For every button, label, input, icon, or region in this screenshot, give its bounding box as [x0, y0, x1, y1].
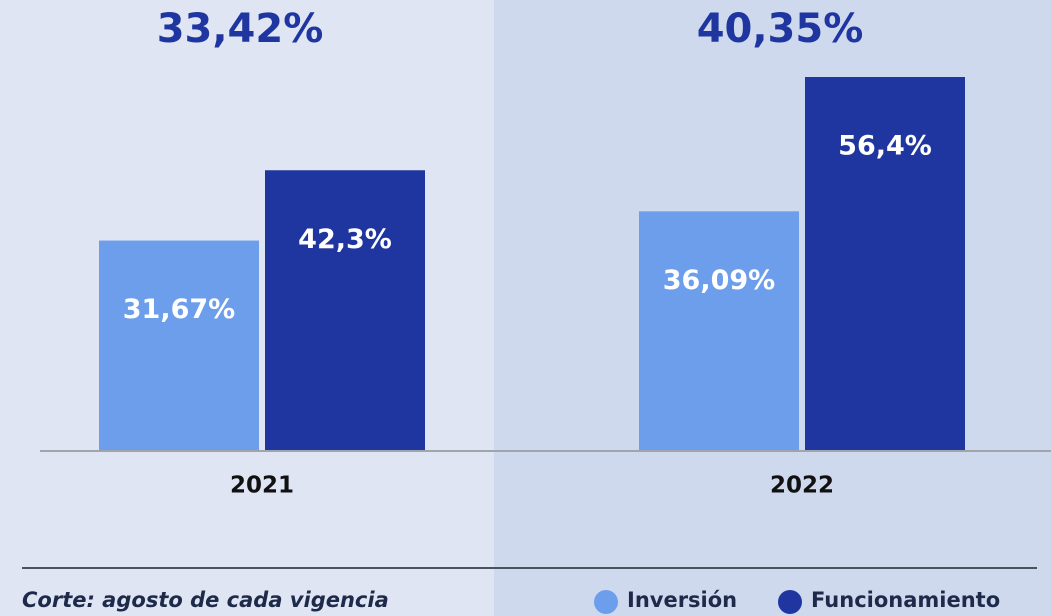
- value-label: 31,67%: [123, 294, 235, 325]
- bar: [639, 211, 799, 450]
- legend-marker: [594, 590, 618, 614]
- footnote: Corte: agosto de cada vigencia: [22, 588, 389, 612]
- legend-label: Funcionamiento: [811, 588, 1000, 612]
- bar: [805, 77, 965, 450]
- group-total: 40,35%: [697, 6, 864, 52]
- value-label: 56,4%: [838, 131, 932, 162]
- legend-marker: [778, 590, 802, 614]
- x-tick-label: 2022: [770, 473, 834, 499]
- x-tick-label: 2021: [230, 473, 294, 499]
- group-total: 33,42%: [157, 6, 324, 52]
- legend-label: Inversión: [627, 588, 737, 612]
- value-label: 36,09%: [663, 265, 775, 296]
- bar: [99, 240, 259, 450]
- bar: [265, 170, 425, 450]
- value-label: 42,3%: [298, 224, 392, 255]
